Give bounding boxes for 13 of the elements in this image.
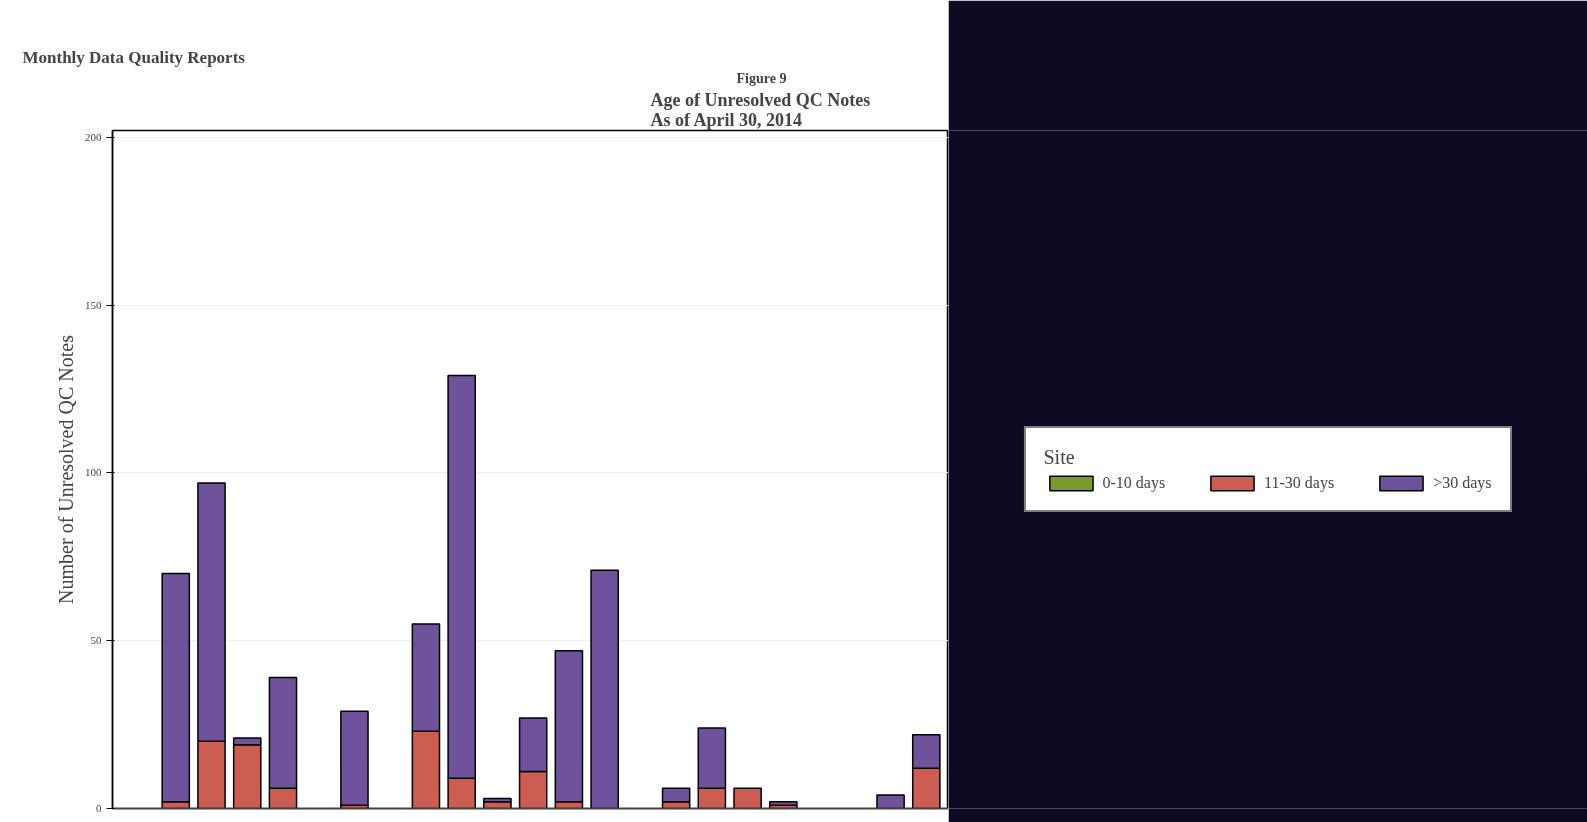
chart-title: Figure 9: [736, 70, 787, 86]
legend-label: 0-10 days: [1102, 474, 1166, 492]
y-tick-label: 50: [90, 634, 102, 647]
y-axis-title: Number of Unresolved QC Notes: [55, 334, 77, 604]
chart-subtitle: Age of Unresolved QC Notes As of April 30, 2014: [650, 89, 871, 130]
legend-title: Site: [1043, 446, 1076, 469]
text: Monthly Data Quality Reports: [22, 47, 246, 67]
legend-label: 11-30 days: [1264, 474, 1335, 492]
y-tick-label: 0: [96, 802, 102, 814]
y-tick-label: 150: [85, 298, 102, 311]
legend-label: >30 days: [1433, 474, 1492, 492]
y-tick-label: 100: [85, 466, 102, 479]
y-tick-label: 200: [85, 130, 102, 143]
